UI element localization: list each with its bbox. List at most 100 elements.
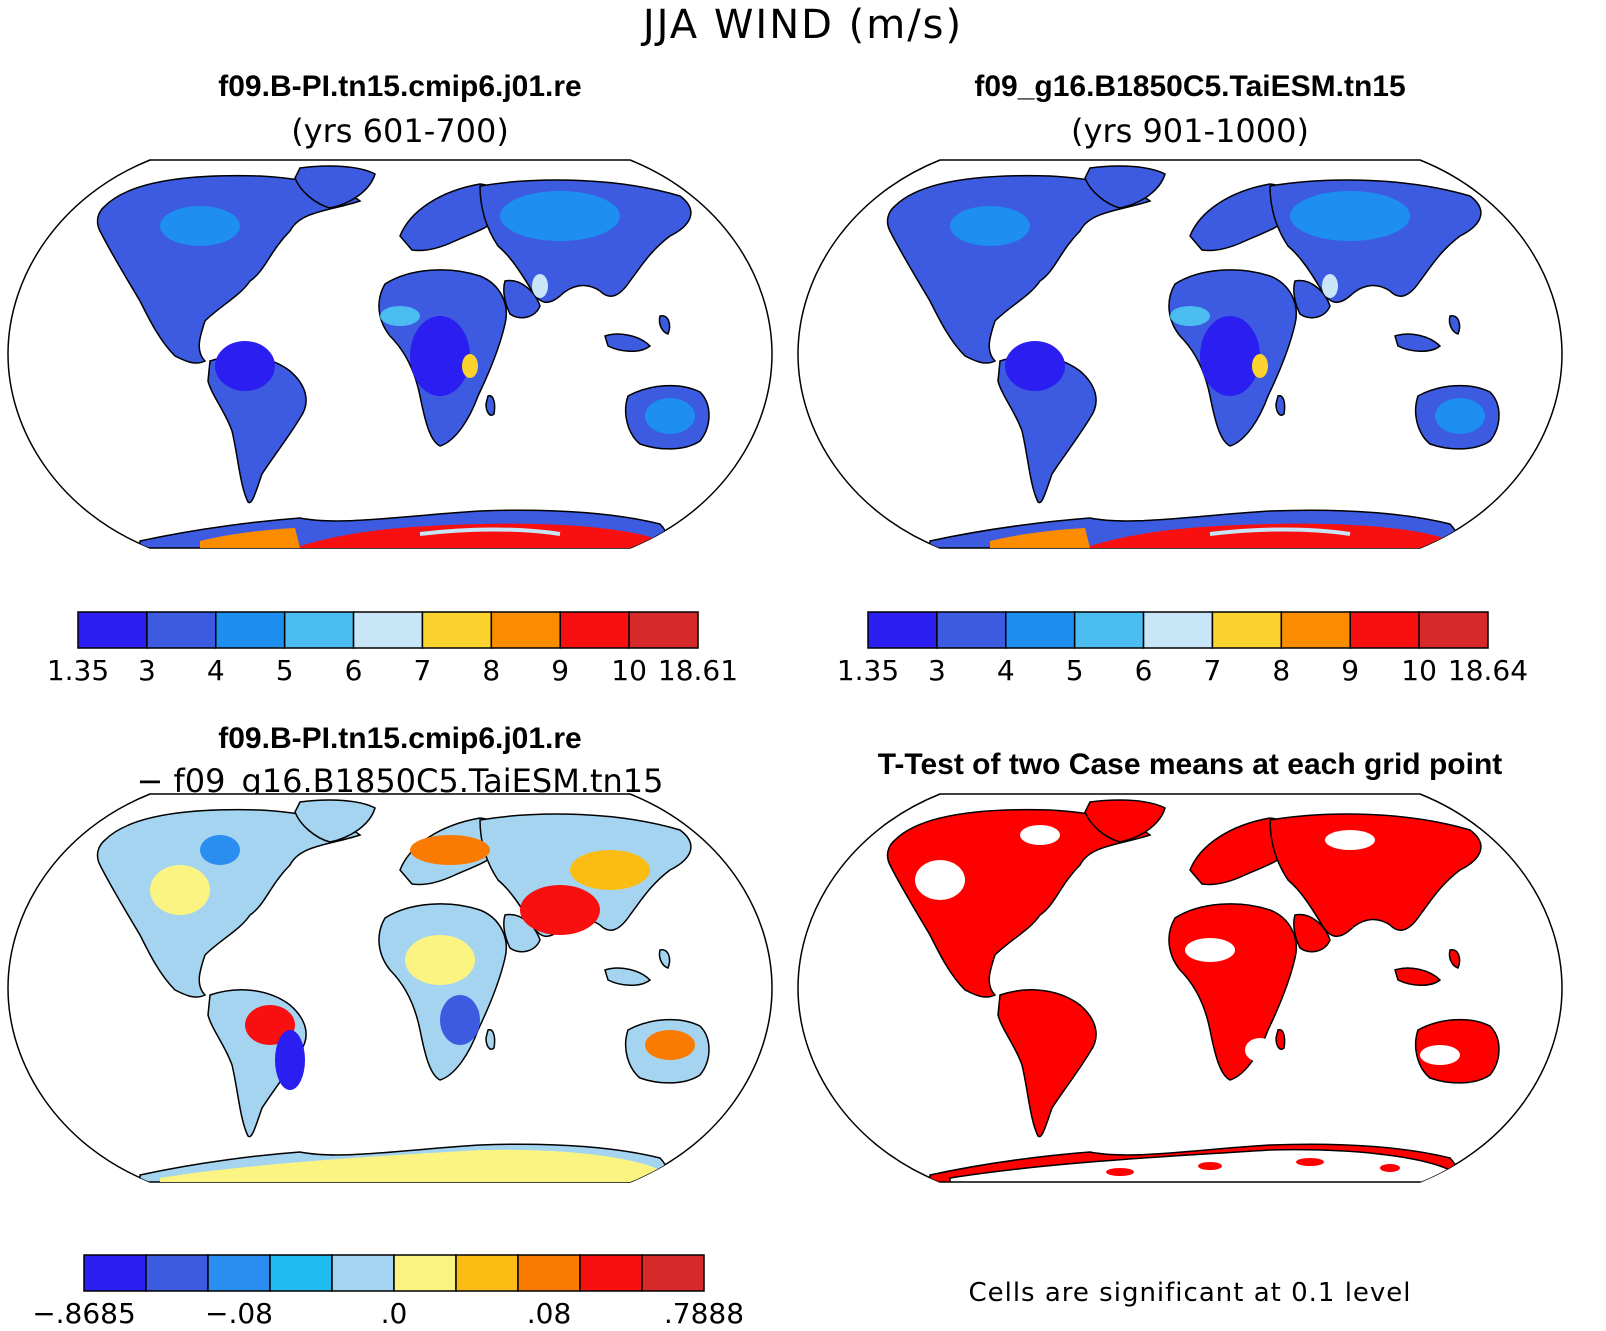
colorbar-segment [283,611,355,649]
colorbar-tick-label: 8 [482,654,501,687]
colorbar-case-2 [867,611,1489,649]
sig-patch [1380,1164,1400,1172]
colorbar-tick-label: 9 [1341,654,1360,687]
antarctic-wind [1209,527,1351,536]
colorbar-tick-label: −.8685 [32,1297,136,1330]
diff-patch [275,1030,305,1090]
nonsig-patch [1020,825,1060,845]
colorbar-segment [215,611,286,649]
colorbar-tick-label: .08 [526,1297,572,1330]
wind-patch [500,191,620,241]
colorbar-tick-label: 7 [1203,654,1222,687]
colorbar-segment [331,1254,395,1292]
colorbar-segment [352,611,424,649]
antarctic-wind [990,528,1090,548]
wind-patch [410,316,470,396]
colorbar-tick-label: 10 [1401,654,1437,687]
colorbar-segment [1349,611,1420,649]
colorbar-segment [1005,611,1076,649]
diff-patch [410,835,490,865]
diff-patch [405,935,475,985]
antarctic-wind [419,527,561,536]
sig-patch [1106,1168,1134,1176]
colorbar-tick-label: 8 [1272,654,1291,687]
colorbar-labels-case-1: 1.35 3 4 5 6 7 8 9 10 18.61 [47,654,738,688]
map-case-1 [7,159,773,549]
colorbar-segment [145,1254,209,1292]
colorbar-tick-label: 3 [137,654,156,687]
colorbar-tick-label: 4 [206,654,225,687]
wind-patch [380,306,420,326]
wind-patch [950,206,1030,246]
colorbar-segment [628,611,699,649]
colorbar-segment [490,611,561,649]
colorbar-tick-label: 10 [611,654,647,687]
nonsig-patch [1420,1045,1460,1065]
panel-1-title: f09.B-PI.tn15.cmip6.j01.re [218,70,582,103]
wind-patch [462,354,478,378]
colorbar-case-1 [77,611,699,649]
colorbar-segment [455,1254,519,1292]
significance-note: Cells are significant at 0.1 level [968,1278,1412,1308]
colorbar-tick-label: 18.61 [657,654,739,687]
colorbar-segment [579,1254,643,1292]
colorbar-segment [1211,611,1283,649]
wind-patch [215,341,275,391]
nonsig-patch [1185,938,1235,962]
panel-4-title: T-Test of two Case means at each grid po… [877,748,1503,781]
colorbar-tick-label: 7 [413,654,432,687]
wind-patch [1322,274,1338,298]
colorbar-tick-label: .7888 [663,1297,745,1330]
nonsig-patch [1325,830,1375,850]
wind-patch [645,398,695,434]
colorbar-segment [393,1254,457,1292]
wind-patch [1200,316,1260,396]
map-case-2 [797,159,1563,549]
panel-3-title: f09.B-PI.tn15.cmip6.j01.re [218,722,582,755]
nonsig-patch [1245,1038,1275,1062]
diff-patch [150,865,210,915]
nonsig-patch [915,860,965,900]
colorbar-segment [517,1254,581,1292]
colorbar-segment [1280,611,1351,649]
colorbar-segment [146,611,217,649]
diff-patch [200,835,240,865]
colorbar-tick-label: 6 [344,654,363,687]
panel-2-title: f09_g16.B1850C5.TaiESM.tn15 [974,70,1406,103]
colorbar-segment [936,611,1007,649]
colorbar-segment [77,611,148,649]
wind-patch [532,274,548,298]
colorbar-labels-case-2: 1.35 3 4 5 6 7 8 9 10 18.64 [837,654,1528,688]
map-ttest [797,793,1563,1183]
antarctic-wind [300,523,662,548]
colorbar-segment [1418,611,1489,649]
wind-patch [1252,354,1268,378]
wind-patch [1005,341,1065,391]
page-title: JJA WIND (m/s) [642,2,964,48]
colorbar-tick-label: −.08 [205,1297,273,1330]
wind-patch [1170,306,1210,326]
colorbar-segment [559,611,630,649]
colorbar-segment [867,611,938,649]
panel-2-subtitle: (yrs 901-1000) [1071,112,1309,150]
colorbar-segment [207,1254,271,1292]
diff-patch [440,995,480,1045]
colorbar-labels-difference: −.8685 −.08 .0 .08 .7888 [32,1297,744,1331]
colorbar-tick-label: 4 [996,654,1015,687]
diff-patch [570,850,650,890]
antarctic-diff [160,1149,660,1182]
diff-patch [520,885,600,935]
map-difference [7,793,773,1183]
sig-patch [1296,1158,1324,1166]
antarctic-wind [200,528,300,548]
colorbar-tick-label: 5 [1065,654,1084,687]
wind-patch [1435,398,1485,434]
colorbar-segment [641,1254,705,1292]
diff-patch [645,1030,695,1060]
colorbar-tick-label: 18.64 [1447,654,1529,687]
sig-patch [1198,1162,1222,1170]
colorbar-segment [421,611,493,649]
colorbar-tick-label: .0 [380,1297,408,1330]
colorbar-segment [1073,611,1145,649]
panel-1-subtitle: (yrs 601-700) [291,112,509,150]
